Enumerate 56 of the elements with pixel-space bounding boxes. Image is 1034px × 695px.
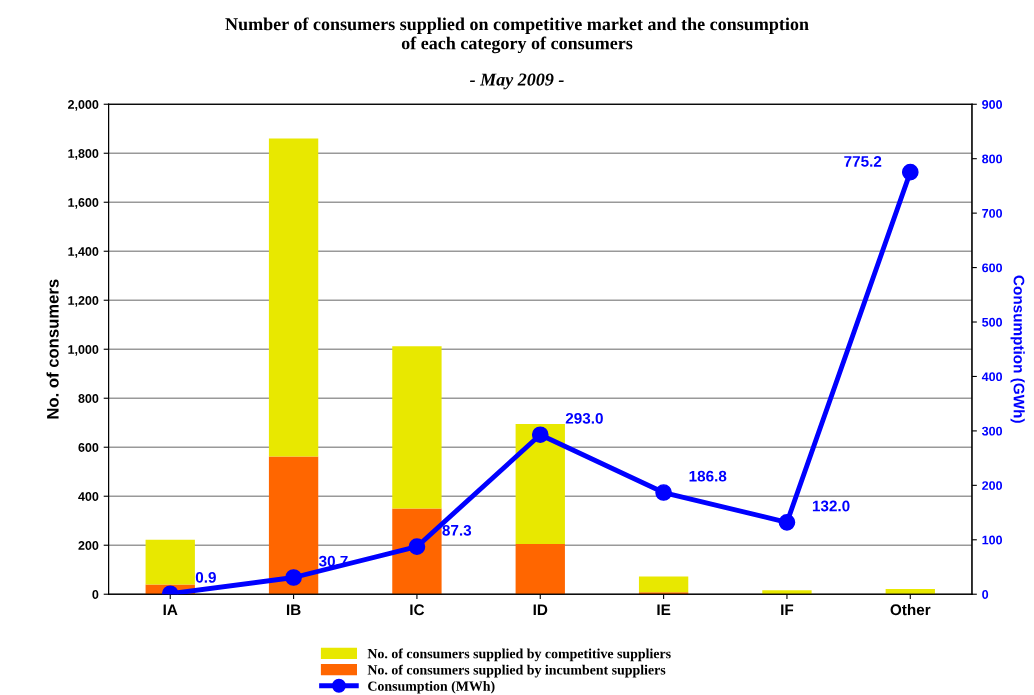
y-tick-label: 1,600: [68, 198, 99, 209]
x-tick-label: IB: [286, 604, 301, 616]
point: [655, 484, 672, 501]
data-label: 0.9: [195, 571, 216, 583]
y-tick-label: 1,400: [68, 247, 99, 258]
y-tick-label: 400: [78, 492, 99, 501]
x-tick-label: IA: [163, 604, 178, 616]
bar: [638, 576, 689, 593]
y2-tick-label: 600: [982, 263, 1003, 273]
data-label: 186.8: [689, 470, 727, 482]
y2-axis-title: Consumption (GWh): [1010, 275, 1025, 423]
point: [531, 426, 549, 444]
bar: [392, 346, 442, 509]
point: [778, 514, 796, 531]
x-tick-label: IE: [657, 604, 671, 616]
bar: [268, 138, 319, 457]
chart-subtitle: - May 2009 -: [469, 73, 564, 90]
x-tick-label: IC: [410, 604, 425, 616]
y2-tick-label: 200: [982, 481, 1003, 490]
legend-label: Consumption (MWh): [368, 681, 495, 694]
y2-tick-label: 800: [982, 154, 1003, 164]
bar: [515, 423, 565, 544]
legend-label: No. of consumers supplied by incumbent suppliers: [367, 664, 666, 678]
y-tick-label: 600: [78, 443, 99, 452]
point: [408, 538, 426, 556]
chart-title: Number of consumers supplied on competitive market and the consumption of each category of consumers: [225, 17, 809, 54]
y-tick-label: 2,000: [68, 100, 99, 111]
y2-tick-label: 500: [982, 317, 1003, 327]
y-axis-title: No. of consumers: [46, 279, 59, 419]
y-tick-label: 200: [78, 541, 99, 550]
y2-tick-label: 100: [982, 535, 1003, 545]
y2-tick-label: 0: [982, 590, 989, 599]
data-label: 775.2: [844, 155, 882, 167]
point: [285, 569, 302, 586]
y2-tick-label: 300: [981, 426, 1003, 436]
bar: [885, 589, 935, 595]
y-tick-label: 1,200: [68, 296, 99, 307]
bar: [145, 539, 195, 585]
x-tick-label: Other: [890, 603, 931, 616]
bar: [515, 544, 565, 595]
y2-tick-label: 700: [982, 208, 1003, 218]
x-tick-label: IF: [781, 604, 794, 616]
bar: [268, 456, 319, 595]
y2-tick-label: 900: [982, 100, 1003, 109]
y2-tick-label: 400: [981, 372, 1003, 382]
data-label: 132.0: [812, 500, 850, 512]
legend-label: No. of consumers supplied by competitive suppliers: [367, 648, 671, 662]
x-tick-label: ID: [533, 604, 548, 616]
y-tick-label: 1,000: [68, 345, 99, 356]
bar: [762, 590, 812, 595]
y-tick-label: 800: [78, 394, 99, 403]
data-label: 293.0: [565, 412, 603, 424]
point: [901, 163, 919, 181]
y-tick-label: 0: [92, 590, 99, 599]
y-tick-label: 1,800: [68, 149, 99, 160]
data-label: 87.3: [442, 524, 472, 536]
